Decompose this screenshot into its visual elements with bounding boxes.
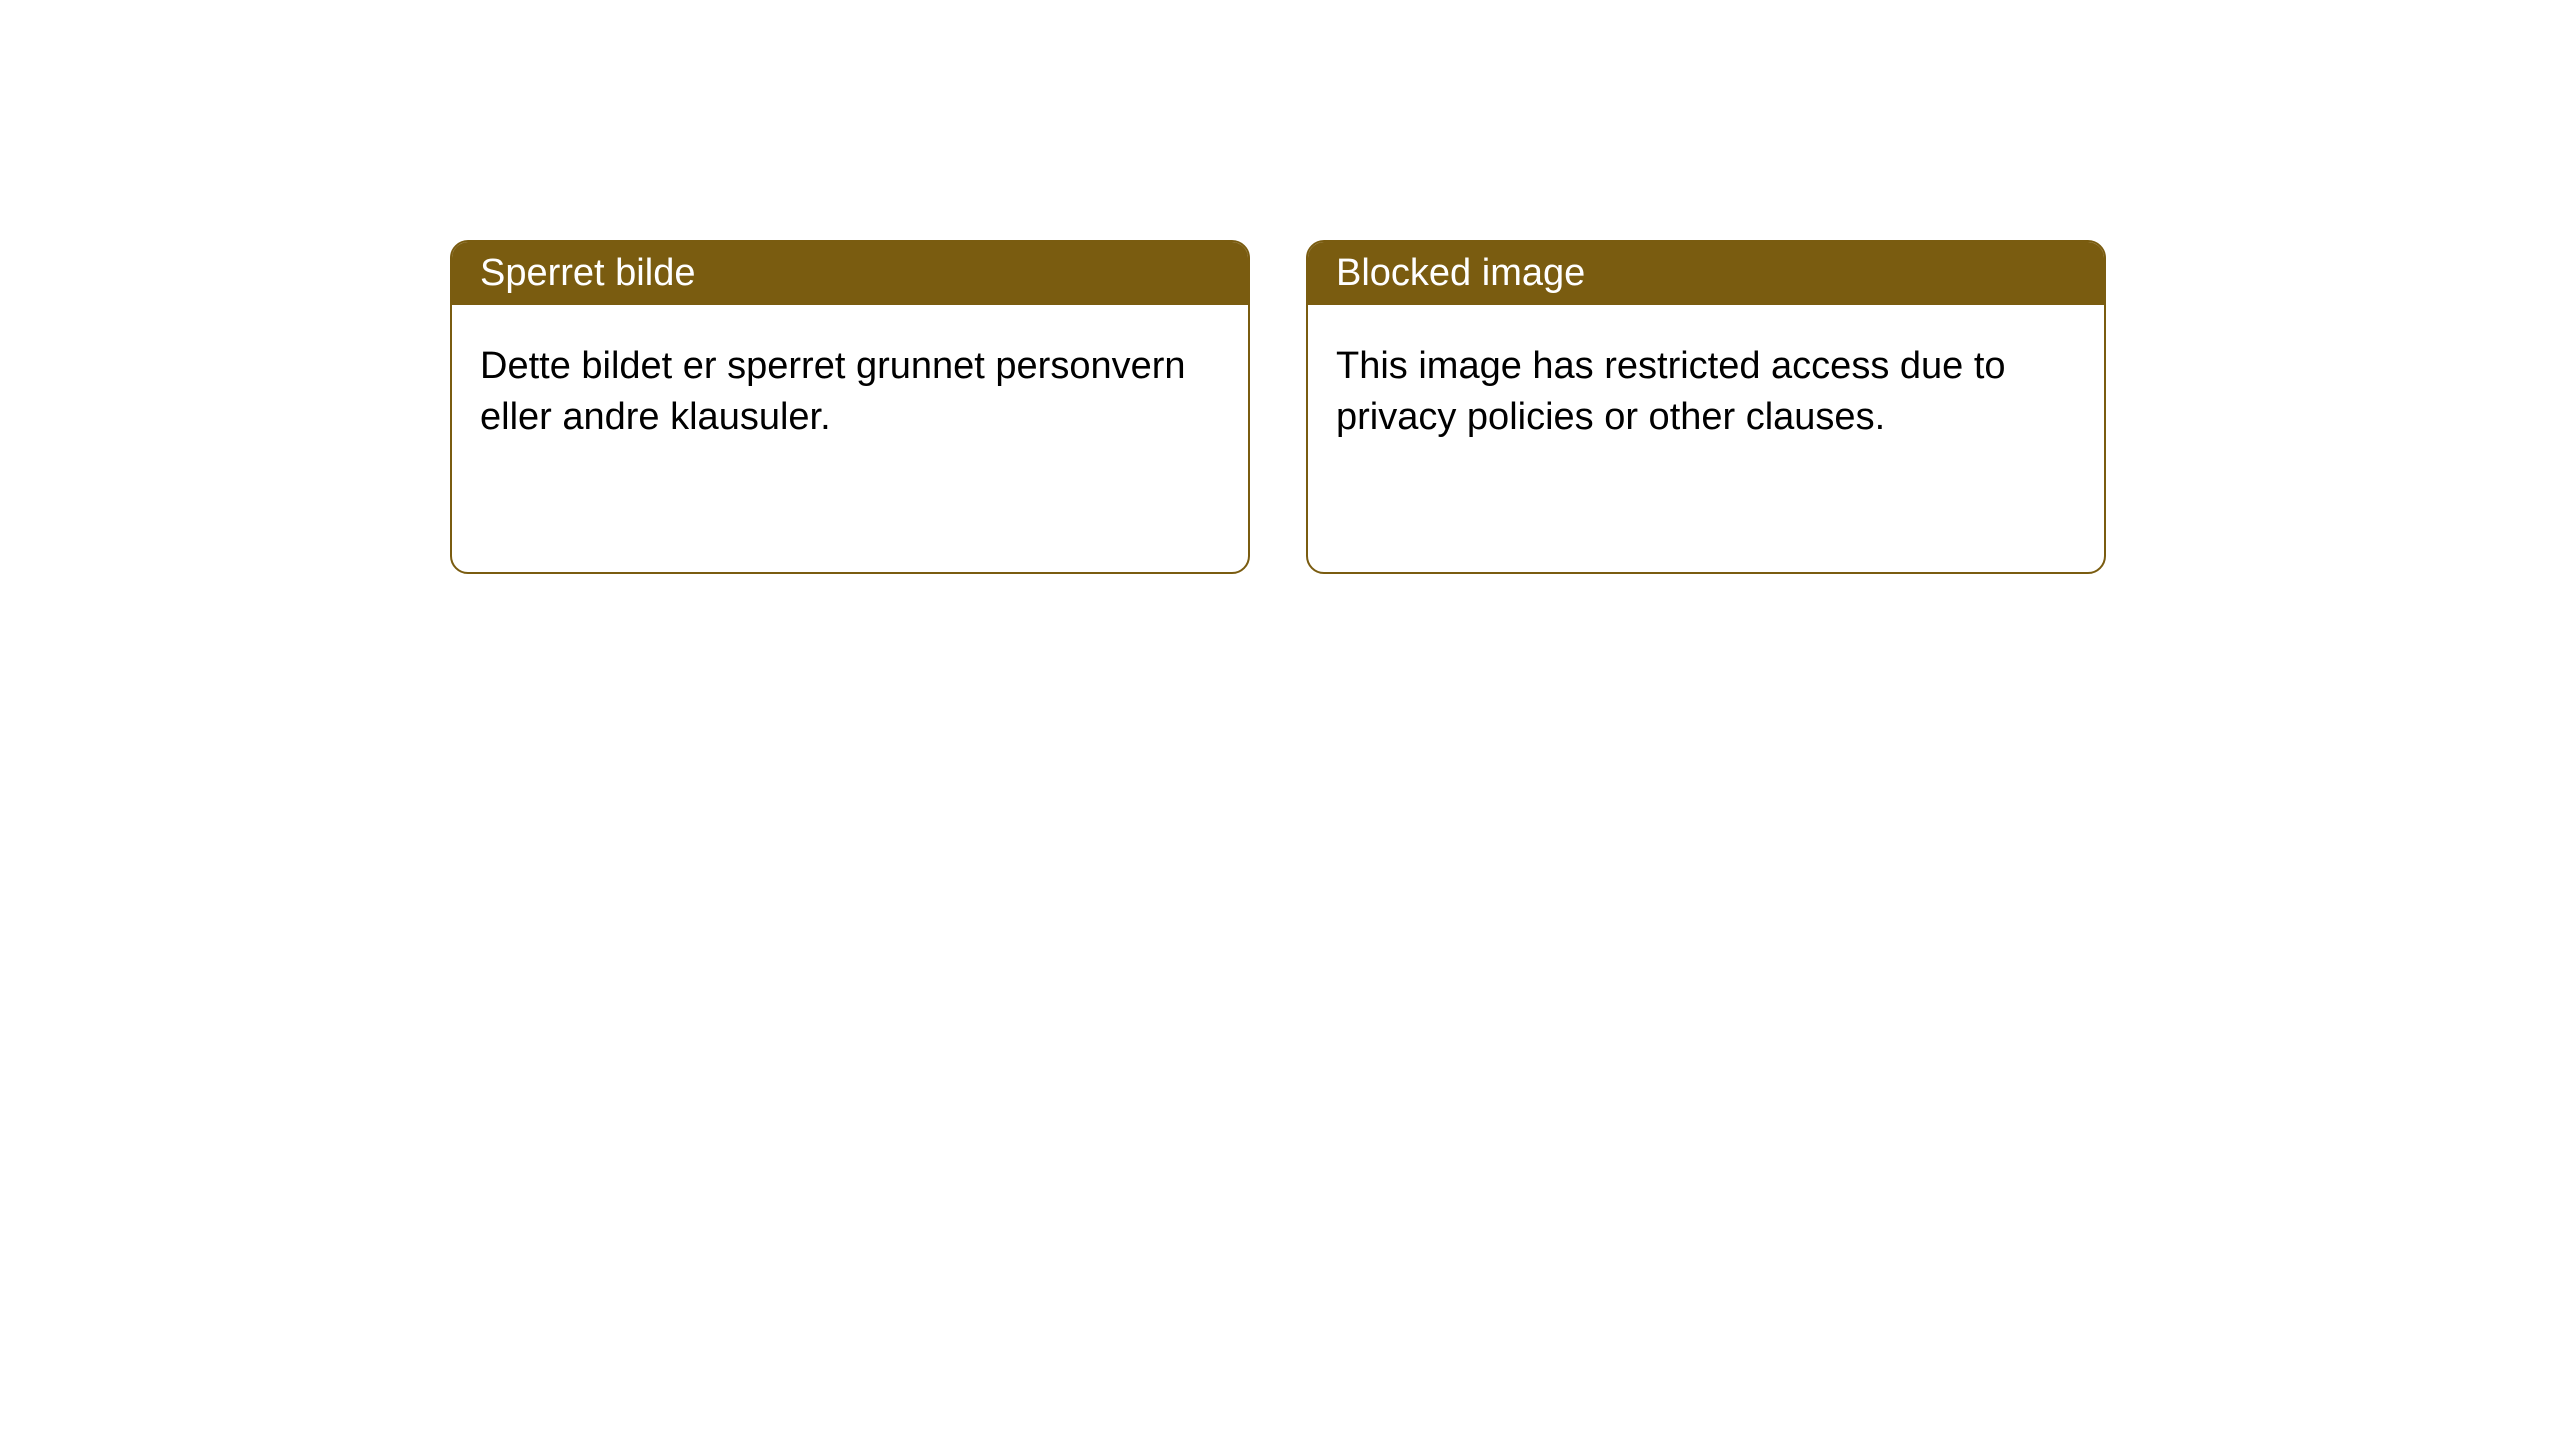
card-title: Sperret bilde — [452, 242, 1248, 305]
card-title: Blocked image — [1308, 242, 2104, 305]
blocked-image-card-no: Sperret bilde Dette bildet er sperret gr… — [450, 240, 1250, 574]
card-body-text: This image has restricted access due to … — [1308, 305, 2104, 480]
blocked-image-card-en: Blocked image This image has restricted … — [1306, 240, 2106, 574]
card-body-text: Dette bildet er sperret grunnet personve… — [452, 305, 1248, 480]
notice-cards-container: Sperret bilde Dette bildet er sperret gr… — [0, 0, 2560, 574]
